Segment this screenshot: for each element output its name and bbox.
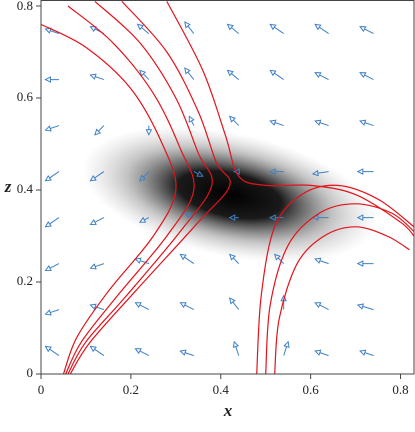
field-arrow bbox=[134, 302, 150, 311]
field-arrow bbox=[134, 348, 150, 357]
field-arrow bbox=[138, 216, 150, 223]
field-arrow bbox=[94, 125, 105, 136]
field-arrow bbox=[229, 297, 240, 310]
x-tick-label: 0.4 bbox=[213, 382, 230, 397]
field-arrow bbox=[179, 302, 195, 311]
field-arrow bbox=[89, 171, 105, 182]
field-arrow bbox=[139, 171, 150, 182]
field-arrow bbox=[359, 72, 374, 81]
streamline bbox=[256, 184, 414, 374]
field-arrow bbox=[232, 340, 240, 356]
y-tick-label: 0.4 bbox=[17, 181, 34, 196]
field-arrow bbox=[269, 69, 284, 80]
field-arrow bbox=[311, 169, 329, 177]
field-arrow bbox=[314, 72, 329, 81]
streamline bbox=[67, 0, 213, 374]
field-arrow bbox=[44, 76, 59, 83]
field-arrow bbox=[179, 253, 195, 265]
x-tick-label: 0.8 bbox=[392, 382, 408, 397]
field-arrow bbox=[356, 260, 374, 267]
field-arrow bbox=[44, 263, 60, 272]
field-arrow bbox=[179, 349, 194, 357]
x-axis-label: x bbox=[223, 401, 233, 420]
field-arrow bbox=[134, 257, 150, 265]
streamline bbox=[265, 203, 414, 374]
field-arrow bbox=[136, 23, 150, 34]
field-arrow bbox=[183, 212, 195, 219]
field-arrow bbox=[44, 309, 60, 316]
field-arrow bbox=[226, 23, 240, 34]
plot-area bbox=[41, 0, 414, 374]
field-arrow bbox=[44, 27, 60, 35]
field-arrow bbox=[145, 125, 153, 136]
streamline bbox=[41, 23, 177, 374]
x-tick-label: 0.2 bbox=[123, 382, 139, 397]
field-arrow bbox=[89, 345, 105, 357]
streamline bbox=[166, 1, 414, 237]
field-arrow bbox=[44, 125, 60, 132]
field-arrow bbox=[89, 263, 105, 270]
field-arrow bbox=[269, 168, 284, 175]
field-arrow bbox=[359, 349, 374, 357]
x-tick-label: 0 bbox=[38, 382, 45, 397]
field-arrow bbox=[139, 69, 150, 80]
density-peak bbox=[82, 126, 378, 263]
field-arrow bbox=[314, 23, 329, 34]
field-arrow bbox=[314, 257, 329, 265]
field-arrow bbox=[44, 217, 60, 228]
field-arrow bbox=[283, 340, 290, 356]
field-arrow bbox=[359, 119, 374, 127]
field-arrow bbox=[314, 119, 329, 127]
y-tick-label: 0 bbox=[27, 365, 34, 380]
streamline bbox=[274, 226, 410, 374]
field-arrow bbox=[228, 214, 239, 221]
field-arrow bbox=[89, 73, 105, 81]
y-axis-label: z bbox=[4, 177, 12, 196]
field-arrow bbox=[184, 21, 195, 34]
field-arrow bbox=[188, 115, 195, 126]
streamline bbox=[65, 5, 195, 374]
field-arrow bbox=[356, 214, 374, 221]
field-arrow bbox=[228, 253, 240, 264]
field-arrow bbox=[356, 303, 374, 311]
field-arrow bbox=[356, 168, 374, 175]
field-arrow bbox=[44, 171, 60, 182]
field-arrow bbox=[89, 217, 105, 226]
field-arrow bbox=[193, 170, 204, 177]
field-arrow bbox=[184, 67, 195, 80]
y-tick-label: 0.8 bbox=[17, 0, 33, 13]
field-arrow bbox=[269, 119, 284, 127]
field-arrow bbox=[226, 69, 240, 80]
x-tick-label: 0.6 bbox=[303, 382, 320, 397]
streamline bbox=[69, 0, 231, 374]
field-arrow bbox=[314, 302, 329, 311]
field-arrow bbox=[314, 349, 329, 357]
field-arrow bbox=[228, 115, 240, 126]
field-arrow bbox=[359, 26, 374, 35]
y-tick-label: 0.2 bbox=[17, 273, 33, 288]
field-arrow bbox=[269, 23, 284, 34]
frame bbox=[40, 0, 415, 375]
field-arrow bbox=[44, 345, 60, 357]
y-tick-label: 0.6 bbox=[17, 89, 34, 104]
